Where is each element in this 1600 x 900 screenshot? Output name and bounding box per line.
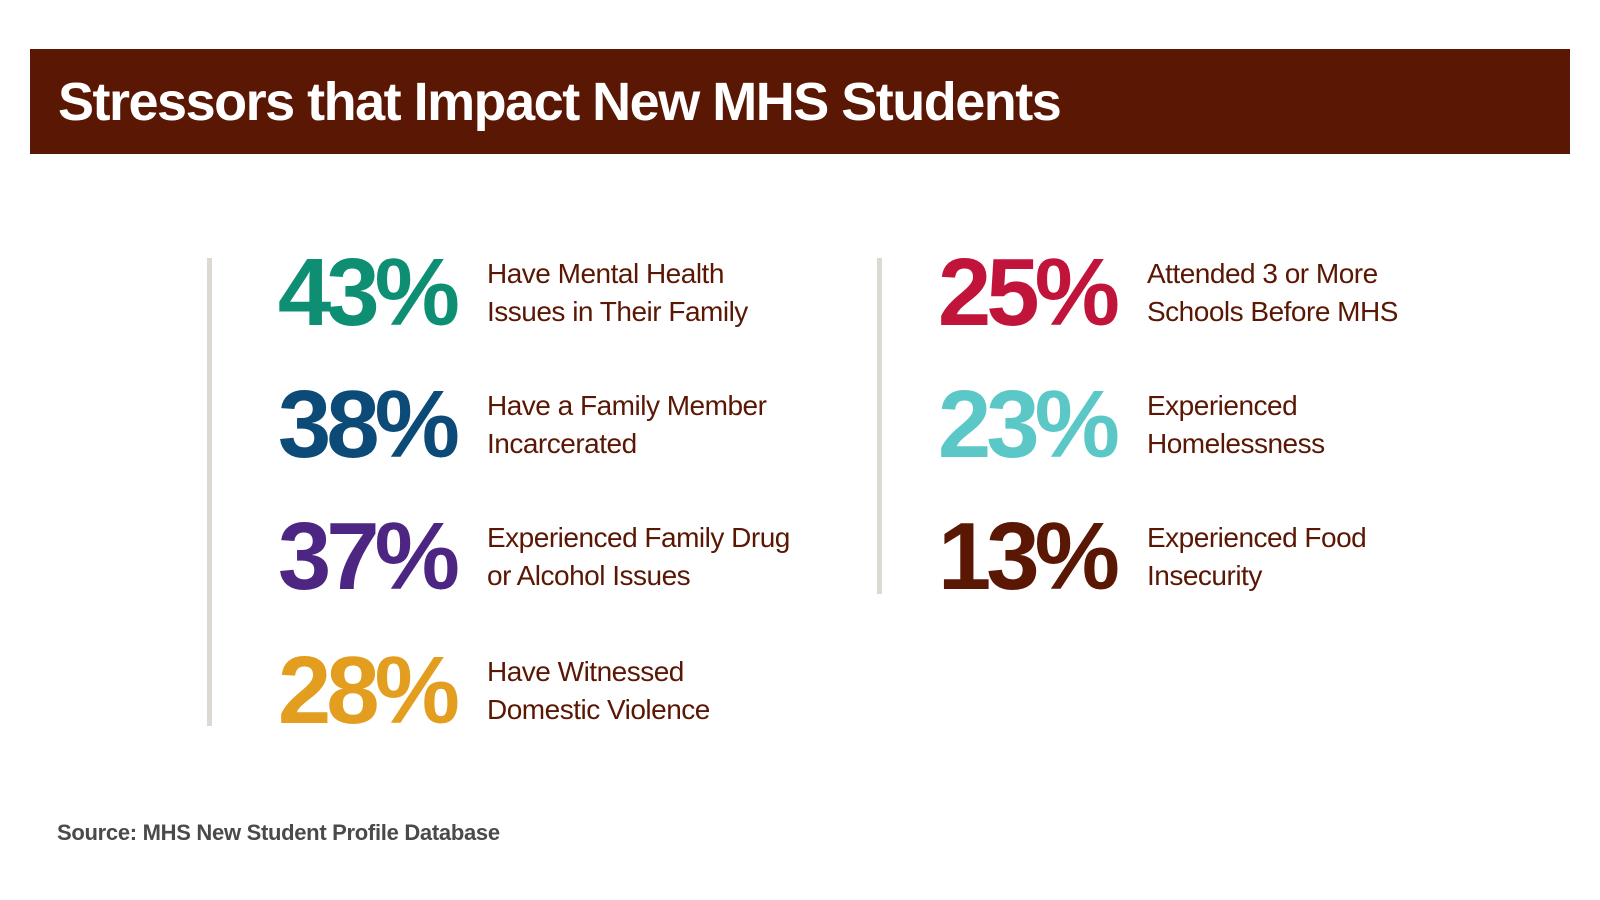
stat-item: 25% Attended 3 or More Schools Before MHS — [905, 239, 1399, 346]
stat-label: Attended 3 or More Schools Before MHS — [1147, 258, 1398, 327]
stat-item: 13% Experienced Food Insecurity — [905, 503, 1367, 610]
stat-item: 38% Have a Family Member Incarcerated — [245, 371, 767, 478]
title-bar: Stressors that Impact New MHS Students — [30, 49, 1570, 154]
stat-percentage: 38% — [277, 371, 460, 478]
stat-percentage: 28% — [277, 637, 460, 744]
stat-label: Have Mental Health Issues in Their Famil… — [487, 258, 748, 327]
left-column-divider — [207, 258, 212, 726]
stat-item: 37% Experienced Family Drug or Alcohol Is… — [245, 507, 790, 607]
source-note: Source: MHS New Student Profile Database — [57, 820, 500, 845]
stat-label: Experienced Food Insecurity — [1147, 522, 1367, 591]
stat-item: 23% Experienced Homelessness — [905, 375, 1325, 475]
stat-item: 28% Have Witnessed Domestic Violence — [245, 637, 711, 744]
stat-label: Have Witnessed Domestic Violence — [487, 656, 710, 725]
stat-label: Have a Family Member Incarcerated — [487, 390, 767, 459]
stat-percentage: 13% — [937, 503, 1120, 610]
stat-percentage: 23% — [937, 371, 1120, 478]
stat-item: 43% Have Mental Health Issues in Their Fa… — [245, 243, 748, 343]
stat-label: Experienced Homelessness — [1147, 390, 1325, 459]
right-column-divider — [877, 258, 882, 594]
stat-percentage: 25% — [937, 239, 1120, 346]
stat-percentage: 43% — [277, 239, 460, 346]
chart-title: Stressors that Impact New MHS Students — [58, 71, 1062, 132]
stat-label: Experienced Family Drug or Alcohol Issue… — [487, 522, 790, 591]
stat-percentage: 37% — [277, 503, 460, 610]
